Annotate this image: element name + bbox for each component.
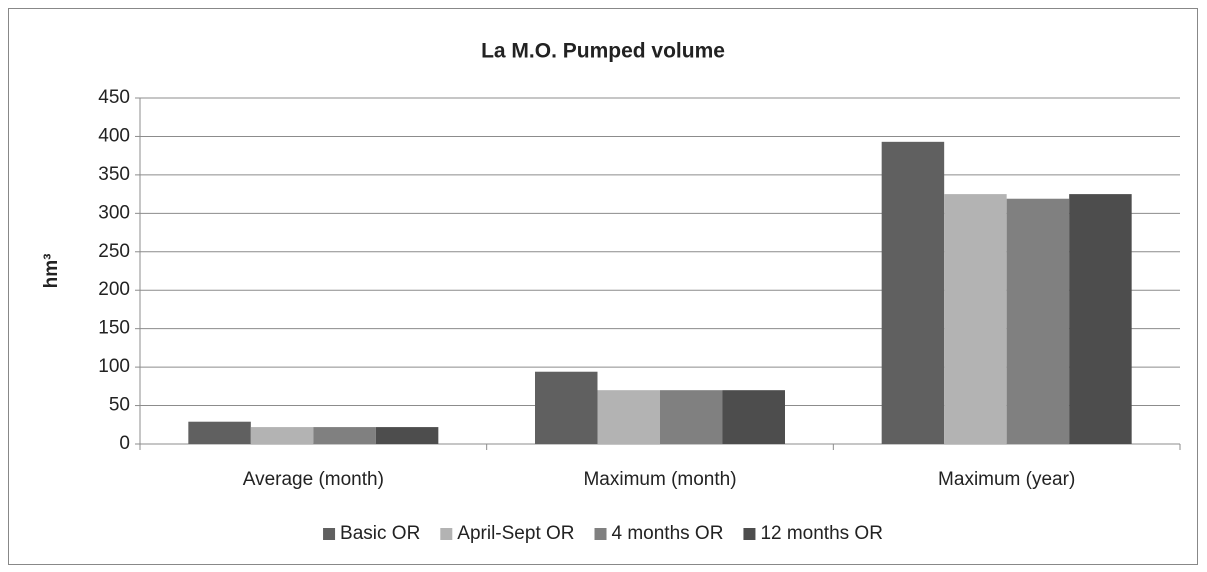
bar <box>250 427 314 444</box>
legend-swatch <box>440 528 453 540</box>
y-axis-label: hm³ <box>41 254 62 289</box>
bar <box>535 371 598 444</box>
y-tick-label: 250 <box>98 241 130 262</box>
chart-title: La M.O. Pumped volume <box>481 40 725 63</box>
y-tick-label: 350 <box>98 164 130 185</box>
legend-label: 12 months OR <box>760 523 883 544</box>
legend-swatch <box>743 528 756 540</box>
legend-swatch <box>594 528 607 540</box>
legend-label: 4 months OR <box>612 523 724 544</box>
x-tick-label: Maximum (year) <box>938 469 1075 490</box>
y-tick-label: 200 <box>98 279 130 300</box>
bar <box>375 427 439 444</box>
y-tick-label: 0 <box>119 433 130 454</box>
x-tick-label: Maximum (month) <box>583 469 736 490</box>
bar <box>597 390 660 444</box>
bar <box>1006 198 1070 444</box>
bar <box>188 421 251 444</box>
bar <box>722 390 785 444</box>
y-tick-label: 450 <box>98 87 130 108</box>
bar <box>881 141 945 444</box>
legend-label: April-Sept OR <box>457 523 574 544</box>
x-tick-label: Average (month) <box>243 469 384 490</box>
legend-swatch <box>323 528 336 540</box>
y-tick-label: 300 <box>98 202 130 223</box>
bar <box>944 194 1007 444</box>
y-tick-label: 100 <box>98 356 130 377</box>
legend-label: Basic OR <box>340 523 420 544</box>
y-tick-label: 400 <box>98 125 130 146</box>
y-tick-label: 50 <box>109 395 130 416</box>
bar <box>1069 194 1132 444</box>
bar <box>660 390 723 444</box>
bar <box>313 427 376 444</box>
y-tick-label: 150 <box>98 318 130 339</box>
